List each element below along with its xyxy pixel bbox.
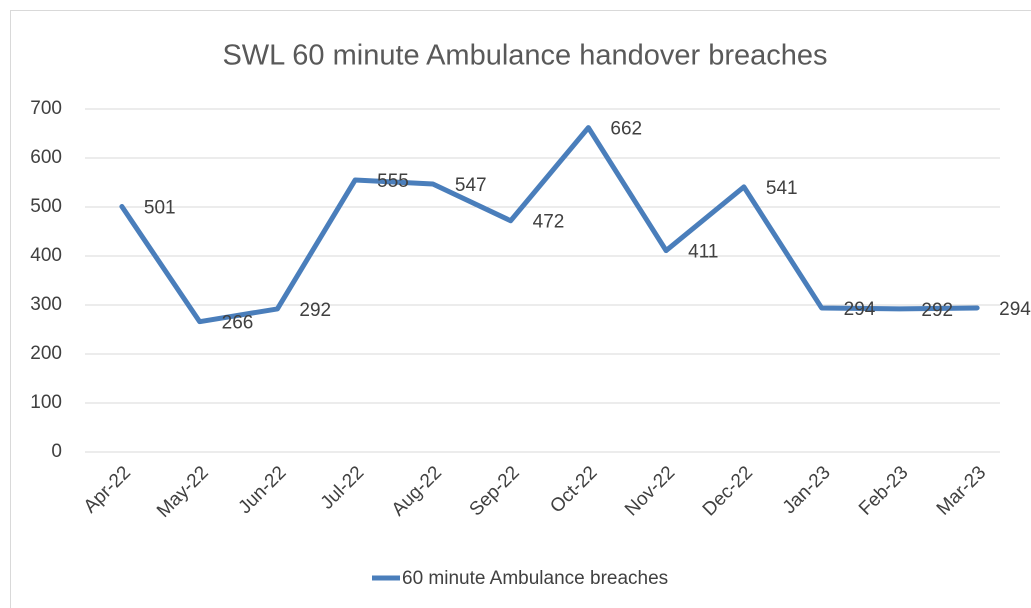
chart-title: SWL 60 minute Ambulance handover breache… bbox=[222, 40, 827, 72]
y-tick-label: 600 bbox=[30, 147, 62, 168]
y-tick-label: 500 bbox=[30, 196, 62, 217]
data-label: 294 bbox=[844, 299, 876, 320]
legend-label: 60 minute Ambulance breaches bbox=[402, 568, 668, 589]
data-label: 541 bbox=[766, 178, 798, 199]
data-label: 501 bbox=[144, 198, 176, 219]
data-label: 294 bbox=[999, 299, 1031, 320]
y-tick-label: 300 bbox=[30, 294, 62, 315]
y-tick-label: 100 bbox=[30, 392, 62, 413]
data-label: 411 bbox=[688, 242, 718, 263]
y-tick-label: 200 bbox=[30, 343, 62, 364]
y-tick-label: 400 bbox=[30, 245, 62, 266]
y-tick-label: 700 bbox=[30, 98, 62, 119]
data-label: 472 bbox=[533, 212, 565, 233]
line-series bbox=[119, 125, 980, 325]
data-label: 292 bbox=[299, 300, 331, 321]
data-label: 547 bbox=[455, 175, 487, 196]
data-label: 662 bbox=[610, 119, 642, 140]
data-label: 555 bbox=[377, 171, 409, 192]
data-label: 292 bbox=[921, 300, 953, 321]
data-label: 266 bbox=[222, 313, 254, 334]
y-tick-label: 0 bbox=[51, 441, 62, 462]
